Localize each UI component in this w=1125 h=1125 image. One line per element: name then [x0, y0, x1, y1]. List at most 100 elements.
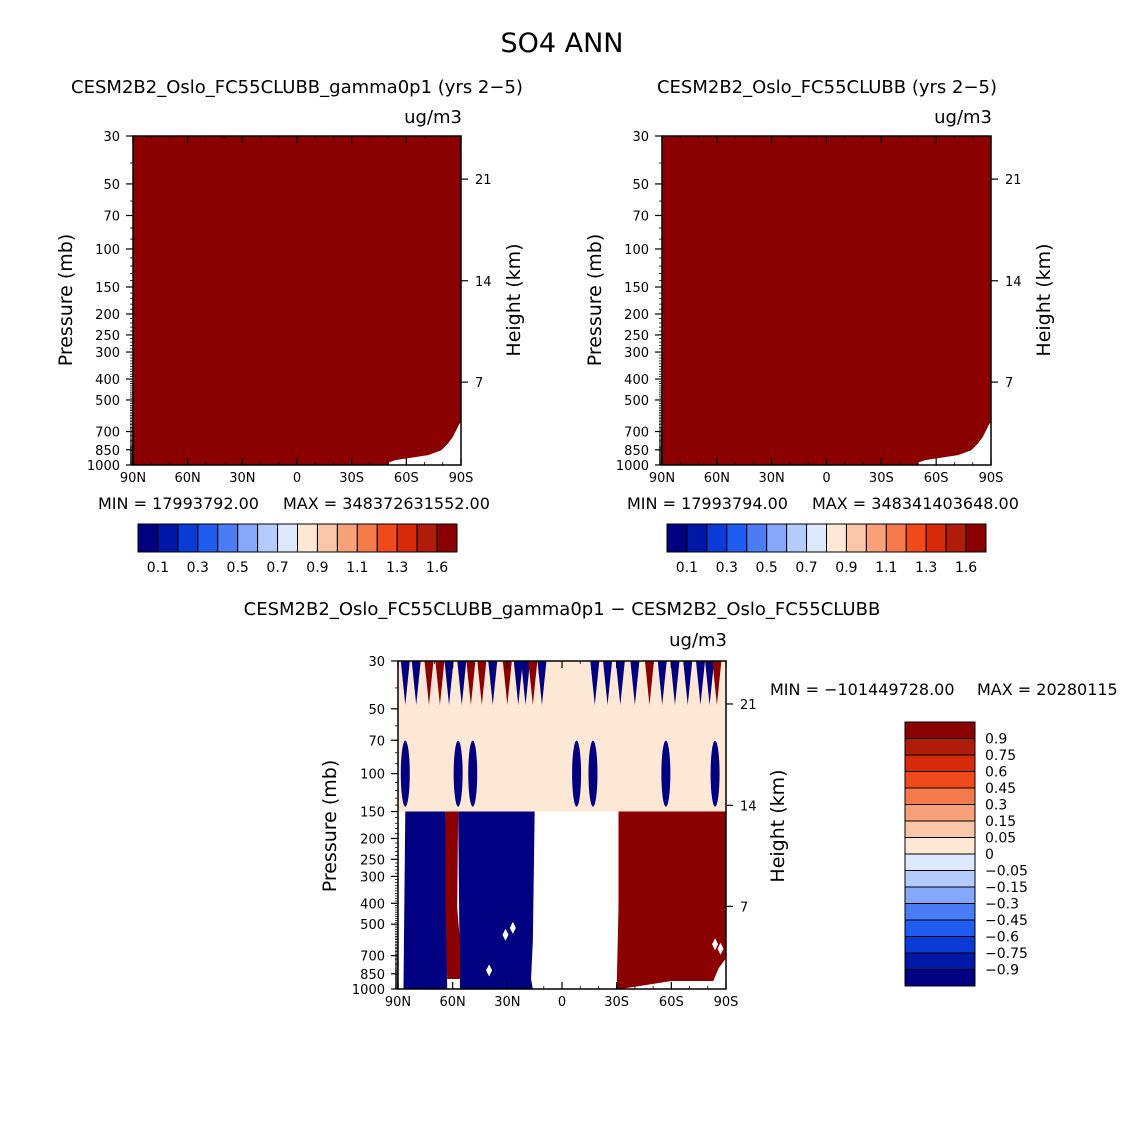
- x-tick-label: 0: [558, 995, 566, 1010]
- colorbar-swatch: [237, 523, 259, 553]
- colorbar-label: −0.45: [985, 913, 1028, 929]
- colorbar-swatch: [177, 523, 199, 553]
- colorbar-swatch: [904, 903, 976, 921]
- x-tick-label: 0: [822, 471, 830, 486]
- y-right-tick-label: 21: [1005, 173, 1022, 188]
- colorbar-swatch: [217, 523, 239, 553]
- x-tick-label: 90N: [385, 995, 411, 1010]
- colorbar-label: 0.15: [985, 814, 1016, 830]
- colorbar-label: 1.1: [346, 560, 368, 576]
- figure-title: SO4 ANN: [500, 28, 623, 59]
- panel-diff-colorbar: 0.90.750.60.450.30.150.050−0.05−0.15−0.3…: [904, 721, 1028, 987]
- y-tick-label: 1000: [616, 459, 649, 474]
- diff-pos-column: [445, 811, 460, 979]
- colorbar-swatch: [706, 523, 728, 553]
- diff-pos-region-south: [616, 811, 726, 989]
- y-tick-label: 30: [632, 130, 649, 145]
- colorbar-label: −0.15: [985, 880, 1028, 896]
- diff-spike: [683, 661, 693, 705]
- diff-neg-region-north: [403, 811, 448, 989]
- colorbar-label: 1.3: [386, 560, 408, 576]
- colorbar-swatch: [904, 820, 976, 838]
- y-tick-label: 100: [360, 768, 385, 783]
- y-tick-label: 700: [360, 950, 385, 965]
- colorbar-swatch: [316, 523, 338, 553]
- colorbar-label: 1.6: [955, 560, 977, 576]
- x-tick-label: 60N: [704, 471, 730, 486]
- colorbar-swatch: [904, 853, 976, 871]
- colorbar-label: −0.05: [985, 864, 1028, 880]
- diff-spike: [630, 661, 640, 705]
- panel-diff-ylabel-right: Height (km): [767, 769, 789, 882]
- colorbar-label: 0.9: [306, 560, 328, 576]
- diff-small-feature: [712, 938, 719, 951]
- colorbar-swatch: [845, 523, 867, 553]
- y-tick-label: 300: [95, 346, 120, 361]
- x-tick-label: 60S: [659, 995, 684, 1010]
- colorbar-swatch: [157, 523, 179, 553]
- diff-lens: [572, 740, 582, 807]
- diff-spike: [513, 661, 523, 705]
- x-tick-label: 90S: [449, 471, 474, 486]
- colorbar-label: 0.5: [227, 560, 249, 576]
- diff-lens: [710, 740, 720, 807]
- x-tick-label: 60N: [175, 471, 201, 486]
- colorbar-swatch: [904, 952, 976, 970]
- diff-spike: [712, 661, 722, 705]
- colorbar-label: −0.75: [985, 946, 1028, 962]
- colorbar-label: −0.6: [985, 930, 1019, 946]
- colorbar-swatch: [885, 523, 907, 553]
- panel-diff-min: MIN = −101449728.00: [770, 680, 955, 699]
- colorbar-label: −0.9: [985, 963, 1019, 979]
- y-tick-label: 200: [95, 308, 120, 323]
- y-tick-label: 150: [95, 281, 120, 296]
- colorbar-swatch: [826, 523, 847, 553]
- colorbar-swatch: [257, 523, 279, 553]
- x-tick-label: 0: [293, 471, 301, 486]
- y-tick-label: 250: [360, 853, 385, 868]
- y-tick-label: 300: [624, 346, 649, 361]
- colorbar-swatch: [904, 804, 976, 822]
- diff-spike: [537, 661, 547, 705]
- y-tick-label: 50: [368, 703, 385, 718]
- y-tick-label: 30: [368, 655, 385, 670]
- colorbar-swatch: [726, 523, 748, 553]
- colorbar-swatch: [766, 523, 788, 553]
- x-tick-label: 30N: [494, 995, 520, 1010]
- colorbar-swatch: [904, 837, 976, 855]
- y-right-tick-label: 7: [475, 376, 483, 391]
- y-tick-label: 700: [624, 426, 649, 441]
- panel-2-colorbar: 0.1 0.3 0.5 0.7 0.9 1.1 1.3 1.6: [666, 523, 987, 576]
- colorbar-label: 0.3: [716, 560, 738, 576]
- colorbar-swatch: [197, 523, 219, 553]
- y-tick-label: 850: [624, 444, 649, 459]
- colorbar-swatch: [666, 523, 688, 553]
- y-tick-label: 100: [624, 243, 649, 258]
- colorbar-swatch: [396, 523, 418, 553]
- panel-diff-y-right-ticks: 21 14 7: [726, 698, 757, 915]
- y-tick-label: 400: [360, 897, 385, 912]
- colorbar-label: 0.7: [266, 560, 288, 576]
- panel-2: CESM2B2_Oslo_FC55CLUBB (yrs 2−5) ug/m3 3…: [584, 77, 1055, 576]
- colorbar-swatch: [904, 969, 976, 987]
- panel-2-x-ticks: 90N 60N 30N 0 30S 60S 90S: [649, 136, 1003, 486]
- panel-2-title: CESM2B2_Oslo_FC55CLUBB (yrs 2−5): [657, 77, 997, 98]
- near-zero-band: [398, 661, 726, 812]
- colorbar-label: 0.5: [756, 560, 778, 576]
- y-tick-label: 1000: [352, 983, 385, 998]
- panel-1-x-ticks: 90N 60N 30N 0 30S 60S 90S: [120, 136, 474, 486]
- diff-spike: [411, 661, 421, 705]
- y-tick-label: 30: [103, 130, 120, 145]
- y-tick-label: 700: [95, 426, 120, 441]
- diff-small-feature: [509, 921, 516, 934]
- y-tick-label: 250: [624, 329, 649, 344]
- colorbar-swatch: [904, 886, 976, 904]
- panel-2-y-right-ticks: 21 14 7: [991, 173, 1022, 391]
- diff-spike: [435, 661, 445, 705]
- colorbar-label: 0.1: [676, 560, 698, 576]
- panel-2-min: MIN = 17993794.00: [627, 494, 788, 513]
- diff-spike: [528, 661, 538, 705]
- diff-spike: [477, 661, 487, 705]
